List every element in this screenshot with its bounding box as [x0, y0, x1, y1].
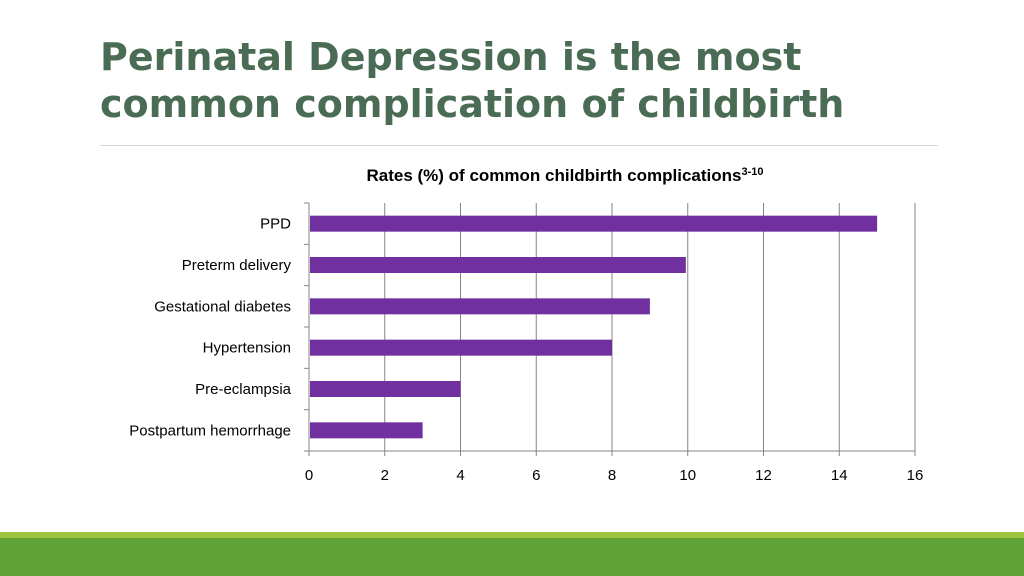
bar [310, 339, 612, 356]
x-tick-label: 16 [907, 467, 924, 484]
chart-title: Rates (%) of common childbirth complicat… [0, 166, 1024, 186]
x-tick-label: 4 [456, 467, 464, 484]
category-label: Pre-eclampsia [195, 381, 292, 398]
footer-band-dark [0, 538, 1024, 576]
x-tick-label: 0 [305, 467, 313, 484]
chart-title-text: Rates (%) of common childbirth complicat… [366, 166, 742, 185]
title-divider [100, 145, 938, 146]
slide-title: Perinatal Depression is the most common … [100, 34, 960, 128]
category-label: Preterm delivery [182, 257, 292, 274]
x-tick-label: 8 [608, 467, 616, 484]
x-tick-label: 10 [679, 467, 696, 484]
bar [310, 215, 878, 232]
category-label: Hypertension [203, 340, 291, 357]
category-label: PPD [260, 216, 291, 233]
bar [310, 381, 461, 397]
bar [310, 422, 423, 439]
slide-title-line-1: Perinatal Depression is the most [100, 35, 802, 79]
x-tick-label: 14 [831, 467, 848, 484]
footer-band-light [0, 532, 1024, 538]
slide-title-line-2: common complication of childbirth [100, 82, 845, 126]
bar [310, 298, 650, 315]
bar [310, 257, 686, 273]
chart-title-citation: 3-10 [741, 166, 764, 178]
x-tick-label: 12 [755, 467, 772, 484]
category-label: Postpartum hemorrhage [129, 422, 291, 439]
category-label: Gestational diabetes [154, 298, 291, 315]
x-tick-label: 2 [381, 467, 389, 484]
x-tick-label: 6 [532, 467, 540, 484]
